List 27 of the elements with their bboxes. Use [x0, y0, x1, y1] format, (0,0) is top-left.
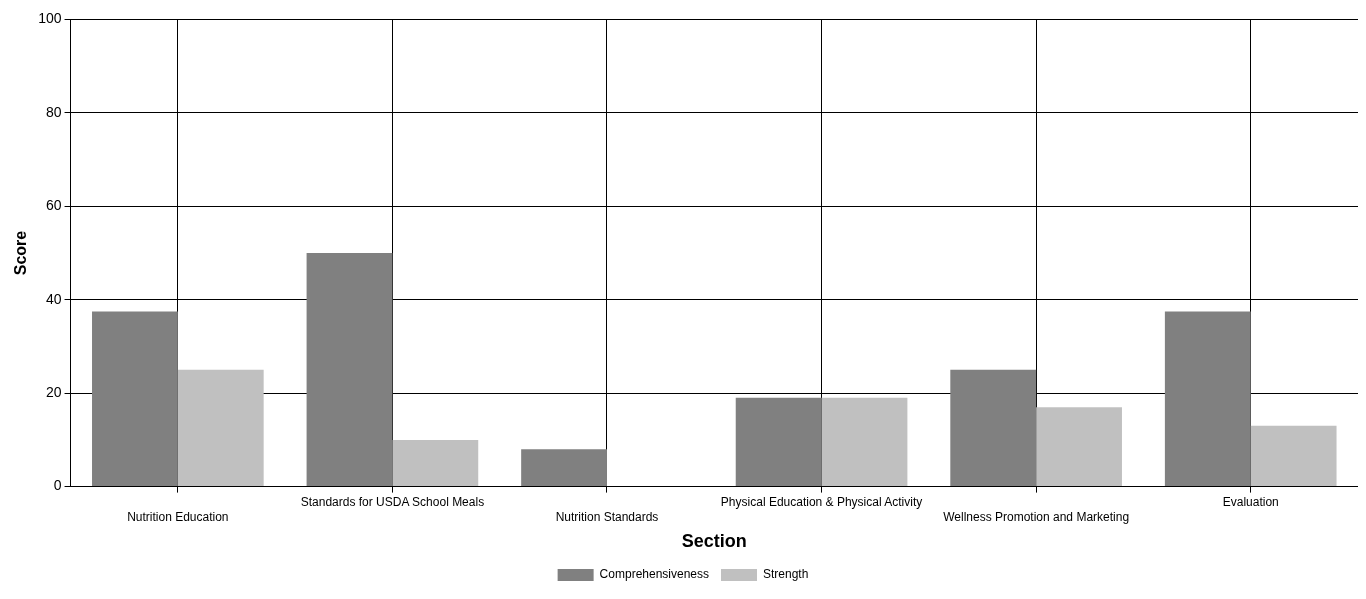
x-tick-label: Wellness Promotion and Marketing [943, 509, 1130, 524]
y-tick-label: 100 [38, 10, 62, 27]
x-axis-title: Section [681, 531, 747, 552]
bar [821, 397, 908, 487]
bar [92, 311, 178, 487]
legend-label: Comprehensiveness [599, 567, 710, 582]
y-tick-label: 20 [45, 384, 62, 401]
bar [735, 397, 822, 487]
y-tick-label: 0 [53, 477, 62, 494]
y-tick-label: 40 [45, 290, 62, 307]
bar [950, 369, 1037, 487]
bar [1164, 311, 1251, 487]
x-tick-label: Physical Education & Physical Activity [720, 495, 923, 510]
x-tick-label: Nutrition Standards [555, 509, 659, 524]
bar [392, 439, 479, 487]
y-axis-title: Score [12, 230, 30, 276]
x-tick-label: Evaluation [1222, 495, 1279, 510]
bar [1250, 425, 1337, 487]
y-tick-label: 60 [45, 197, 62, 214]
bar [177, 369, 264, 487]
bar [1036, 407, 1122, 487]
x-tick-label: Standards for USDA School Meals [300, 495, 485, 510]
legend-label: Strength [763, 567, 809, 582]
bar [306, 253, 393, 487]
y-tick-label: 80 [45, 103, 62, 120]
bar [521, 449, 607, 487]
x-tick-label: Nutrition Education [127, 509, 229, 524]
